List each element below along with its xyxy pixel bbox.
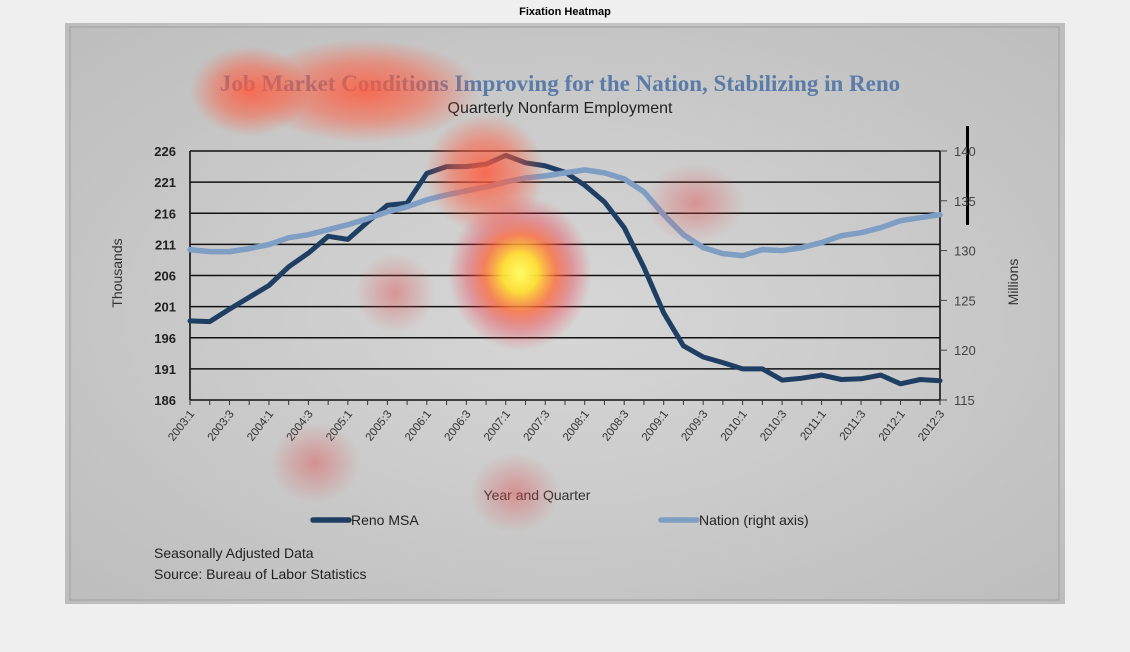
y-tick-label: 211 [155, 237, 176, 252]
data-point [287, 236, 290, 239]
heatmap-blob [250, 39, 480, 143]
y2-axis-label: Millions [1005, 259, 1021, 306]
source-note: Seasonally Adjusted Data [154, 545, 314, 561]
data-point [563, 171, 567, 175]
y2-tick-label: 135 [954, 194, 976, 209]
data-point [228, 307, 231, 311]
y2-tick-label: 125 [954, 293, 976, 308]
heatmap-blob [190, 46, 310, 136]
data-point [248, 247, 251, 250]
data-point [741, 254, 744, 257]
data-point [603, 200, 606, 204]
data-point [583, 168, 586, 172]
data-point [761, 248, 764, 251]
y-tick-label: 226 [154, 144, 176, 159]
y-tick-label: 206 [154, 269, 176, 284]
chart-stage: Job Market Conditions Improving for the … [65, 23, 1065, 604]
data-point [366, 217, 369, 220]
y-axis-label: Thousands [109, 238, 125, 307]
data-point [326, 235, 330, 238]
data-point [721, 252, 725, 255]
data-point [425, 198, 429, 202]
data-point [840, 378, 843, 381]
data-point [741, 367, 744, 371]
chart-subtitle: Quarterly Nonfarm Employment [448, 100, 674, 117]
data-point [662, 311, 665, 315]
data-point [938, 213, 942, 216]
data-point [248, 296, 251, 299]
data-point [919, 378, 922, 381]
data-point [287, 265, 290, 268]
legend-label: Reno MSA [351, 512, 419, 528]
data-point [208, 320, 211, 323]
data-point [603, 171, 606, 175]
data-point [307, 233, 310, 236]
data-point [701, 246, 705, 249]
y-tick-label: 201 [154, 300, 176, 315]
data-point [307, 251, 310, 255]
data-point [346, 238, 350, 241]
data-point [623, 177, 626, 181]
data-point [701, 355, 705, 359]
data-point [780, 249, 784, 252]
heatmap-blob [355, 253, 435, 333]
y-tick-label: 216 [154, 206, 176, 221]
y-tick-label: 186 [154, 393, 176, 408]
legend-label: Nation (right axis) [699, 512, 809, 528]
y-tick-label: 196 [154, 331, 176, 346]
y2-tick-label: 115 [954, 393, 975, 408]
data-point [346, 223, 350, 226]
data-point [938, 379, 942, 382]
data-point [682, 344, 685, 348]
data-point [623, 226, 626, 229]
data-point [721, 361, 725, 364]
y2-tick-label: 130 [954, 244, 976, 259]
heatmap-blob [645, 163, 745, 243]
data-point [188, 319, 192, 323]
data-point [879, 226, 882, 229]
data-point [228, 250, 231, 253]
data-point [859, 231, 863, 234]
data-point [879, 373, 882, 377]
y2-tick-label: 140 [954, 144, 976, 159]
data-point [800, 377, 804, 380]
data-point [780, 378, 784, 382]
heatmap-blob [270, 423, 360, 503]
data-point [208, 250, 211, 253]
data-point [919, 216, 922, 219]
data-point [642, 266, 646, 269]
right-axis-marker [966, 126, 969, 225]
data-point [386, 210, 389, 213]
chart-frame [69, 26, 1060, 601]
heatmap-blob [425, 113, 545, 233]
y2-tick-label: 120 [954, 343, 976, 358]
data-point [267, 243, 271, 246]
data-point [386, 203, 389, 207]
data-point [899, 219, 902, 222]
source-note: Source: Bureau of Labor Statistics [154, 566, 366, 582]
data-point [859, 377, 863, 381]
heatmap-blob [448, 195, 592, 351]
heatmap-blob [470, 453, 560, 533]
data-point [761, 367, 764, 371]
data-point [405, 205, 409, 208]
data-point [583, 184, 586, 187]
data-point [642, 190, 646, 194]
data-point [820, 373, 823, 377]
data-point [800, 246, 804, 249]
chart-svg: Job Market Conditions Improving for the … [65, 23, 1065, 604]
data-point [840, 234, 843, 237]
y-tick-label: 191 [154, 362, 176, 377]
data-point [899, 382, 902, 386]
data-point [326, 228, 330, 231]
data-point [267, 284, 271, 287]
data-point [544, 164, 547, 168]
data-point [188, 248, 192, 251]
y-tick-label: 221 [154, 175, 176, 190]
figure-title: Fixation Heatmap [519, 6, 611, 18]
data-point [820, 241, 823, 244]
